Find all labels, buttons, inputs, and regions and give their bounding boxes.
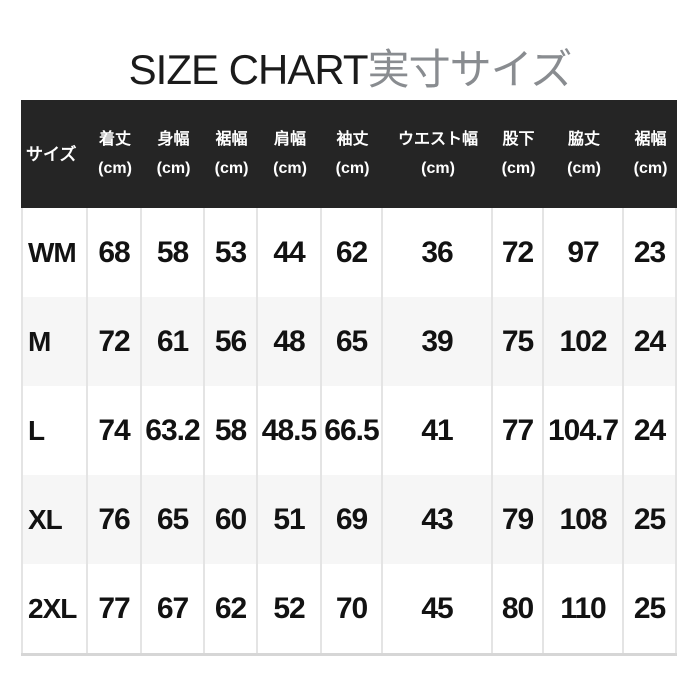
header-label: 肩幅 xyxy=(273,131,306,148)
header-unit: (cm) xyxy=(98,160,132,177)
value-cell: 45 xyxy=(383,564,493,653)
value-cell: 66.5 xyxy=(322,386,383,475)
value-cell: 80 xyxy=(493,564,544,653)
value-cell: 48 xyxy=(258,297,322,386)
value-cell: 102 xyxy=(544,297,624,386)
value-cell: 70 xyxy=(322,564,383,653)
header-cell-inseam: 股下 (cm) xyxy=(493,100,544,208)
header-unit: (cm) xyxy=(421,160,455,177)
header-unit: (cm) xyxy=(156,160,191,177)
value-cell: 108 xyxy=(544,475,624,564)
value-cell: 52 xyxy=(258,564,322,653)
value-cell: 58 xyxy=(142,208,205,297)
value-cell: 44 xyxy=(258,208,322,297)
value-cell: 97 xyxy=(544,208,624,297)
header-label: 身幅 xyxy=(157,131,190,148)
value-cell: 76 xyxy=(88,475,142,564)
value-cell: 65 xyxy=(142,475,205,564)
header-label-size: サイズ xyxy=(26,144,77,164)
value-cell: 24 xyxy=(624,297,677,386)
value-cell: 60 xyxy=(205,475,258,564)
size-label-cell: 2XL xyxy=(21,564,88,653)
page-title: SIZE CHART実寸サイズ xyxy=(0,36,700,97)
header-cell-body-width: 身幅 (cm) xyxy=(142,100,205,208)
value-cell: 104.7 xyxy=(544,386,624,475)
size-chart-table: サイズ 着丈 (cm) 身幅 (cm) 裾幅 (cm) 肩幅 (cm) 袖丈 (… xyxy=(21,100,677,656)
table-header-row: サイズ 着丈 (cm) 身幅 (cm) 裾幅 (cm) 肩幅 (cm) 袖丈 (… xyxy=(21,100,677,208)
header-unit: (cm) xyxy=(501,160,536,177)
value-cell: 61 xyxy=(142,297,205,386)
size-label-cell: XL xyxy=(21,475,88,564)
header-cell-hem-width: 裾幅 (cm) xyxy=(205,100,258,208)
value-cell: 110 xyxy=(544,564,624,653)
value-cell: 68 xyxy=(88,208,142,297)
header-cell-shoulder-width: 肩幅 (cm) xyxy=(258,100,322,208)
value-cell: 69 xyxy=(322,475,383,564)
header-unit: (cm) xyxy=(567,160,601,177)
value-cell: 25 xyxy=(624,475,677,564)
value-cell: 36 xyxy=(383,208,493,297)
value-cell: 56 xyxy=(205,297,258,386)
value-cell: 43 xyxy=(383,475,493,564)
value-cell: 77 xyxy=(493,386,544,475)
value-cell: 72 xyxy=(88,297,142,386)
page-title-latin: SIZE CHART xyxy=(128,46,369,93)
value-cell: 67 xyxy=(142,564,205,653)
header-cell-sleeve-length: 袖丈 (cm) xyxy=(322,100,383,208)
value-cell: 63.2 xyxy=(142,386,205,475)
header-unit: (cm) xyxy=(633,160,668,177)
value-cell: 53 xyxy=(205,208,258,297)
header-label: 股下 xyxy=(502,131,535,148)
header-label: 袖丈 xyxy=(336,131,369,148)
table-body: WM 68 58 53 44 62 36 72 97 23 M 72 61 56… xyxy=(21,208,677,656)
header-cell-size: サイズ xyxy=(21,100,88,208)
value-cell: 77 xyxy=(88,564,142,653)
value-cell: 23 xyxy=(624,208,677,297)
size-label-cell: WM xyxy=(21,208,88,297)
value-cell: 72 xyxy=(493,208,544,297)
value-cell: 51 xyxy=(258,475,322,564)
header-unit: (cm) xyxy=(335,160,370,177)
value-cell: 58 xyxy=(205,386,258,475)
header-cell-side-length: 脇丈 (cm) xyxy=(544,100,624,208)
size-label-cell: M xyxy=(21,297,88,386)
header-label: 裾幅 xyxy=(634,131,667,148)
value-cell: 74 xyxy=(88,386,142,475)
value-cell: 62 xyxy=(322,208,383,297)
header-cell-body-length: 着丈 (cm) xyxy=(88,100,142,208)
table-row-l: L 74 63.2 58 48.5 66.5 41 77 104.7 24 xyxy=(21,386,677,475)
header-cell-waist-width: ウエスト幅 (cm) xyxy=(383,100,493,208)
page-title-japanese: 実寸サイズ xyxy=(367,46,573,93)
value-cell: 65 xyxy=(322,297,383,386)
table-row-m: M 72 61 56 48 65 39 75 102 24 xyxy=(21,297,677,386)
header-cell-hem-width-2: 裾幅 (cm) xyxy=(624,100,677,208)
header-unit: (cm) xyxy=(214,160,249,177)
table-row-xl: XL 76 65 60 51 69 43 79 108 25 xyxy=(21,475,677,564)
header-label: 裾幅 xyxy=(215,131,248,148)
header-label: 着丈 xyxy=(98,131,131,148)
value-cell: 75 xyxy=(493,297,544,386)
size-label-cell: L xyxy=(21,386,88,475)
value-cell: 41 xyxy=(383,386,493,475)
value-cell: 79 xyxy=(493,475,544,564)
header-label: 脇丈 xyxy=(567,131,600,148)
value-cell: 62 xyxy=(205,564,258,653)
header-label: ウエスト幅 xyxy=(397,131,478,148)
header-unit: (cm) xyxy=(273,160,307,177)
table-row-wm: WM 68 58 53 44 62 36 72 97 23 xyxy=(21,208,677,297)
value-cell: 24 xyxy=(624,386,677,475)
value-cell: 39 xyxy=(383,297,493,386)
value-cell: 25 xyxy=(624,564,677,653)
value-cell: 48.5 xyxy=(258,386,322,475)
table-row-2xl: 2XL 77 67 62 52 70 45 80 110 25 xyxy=(21,564,677,653)
